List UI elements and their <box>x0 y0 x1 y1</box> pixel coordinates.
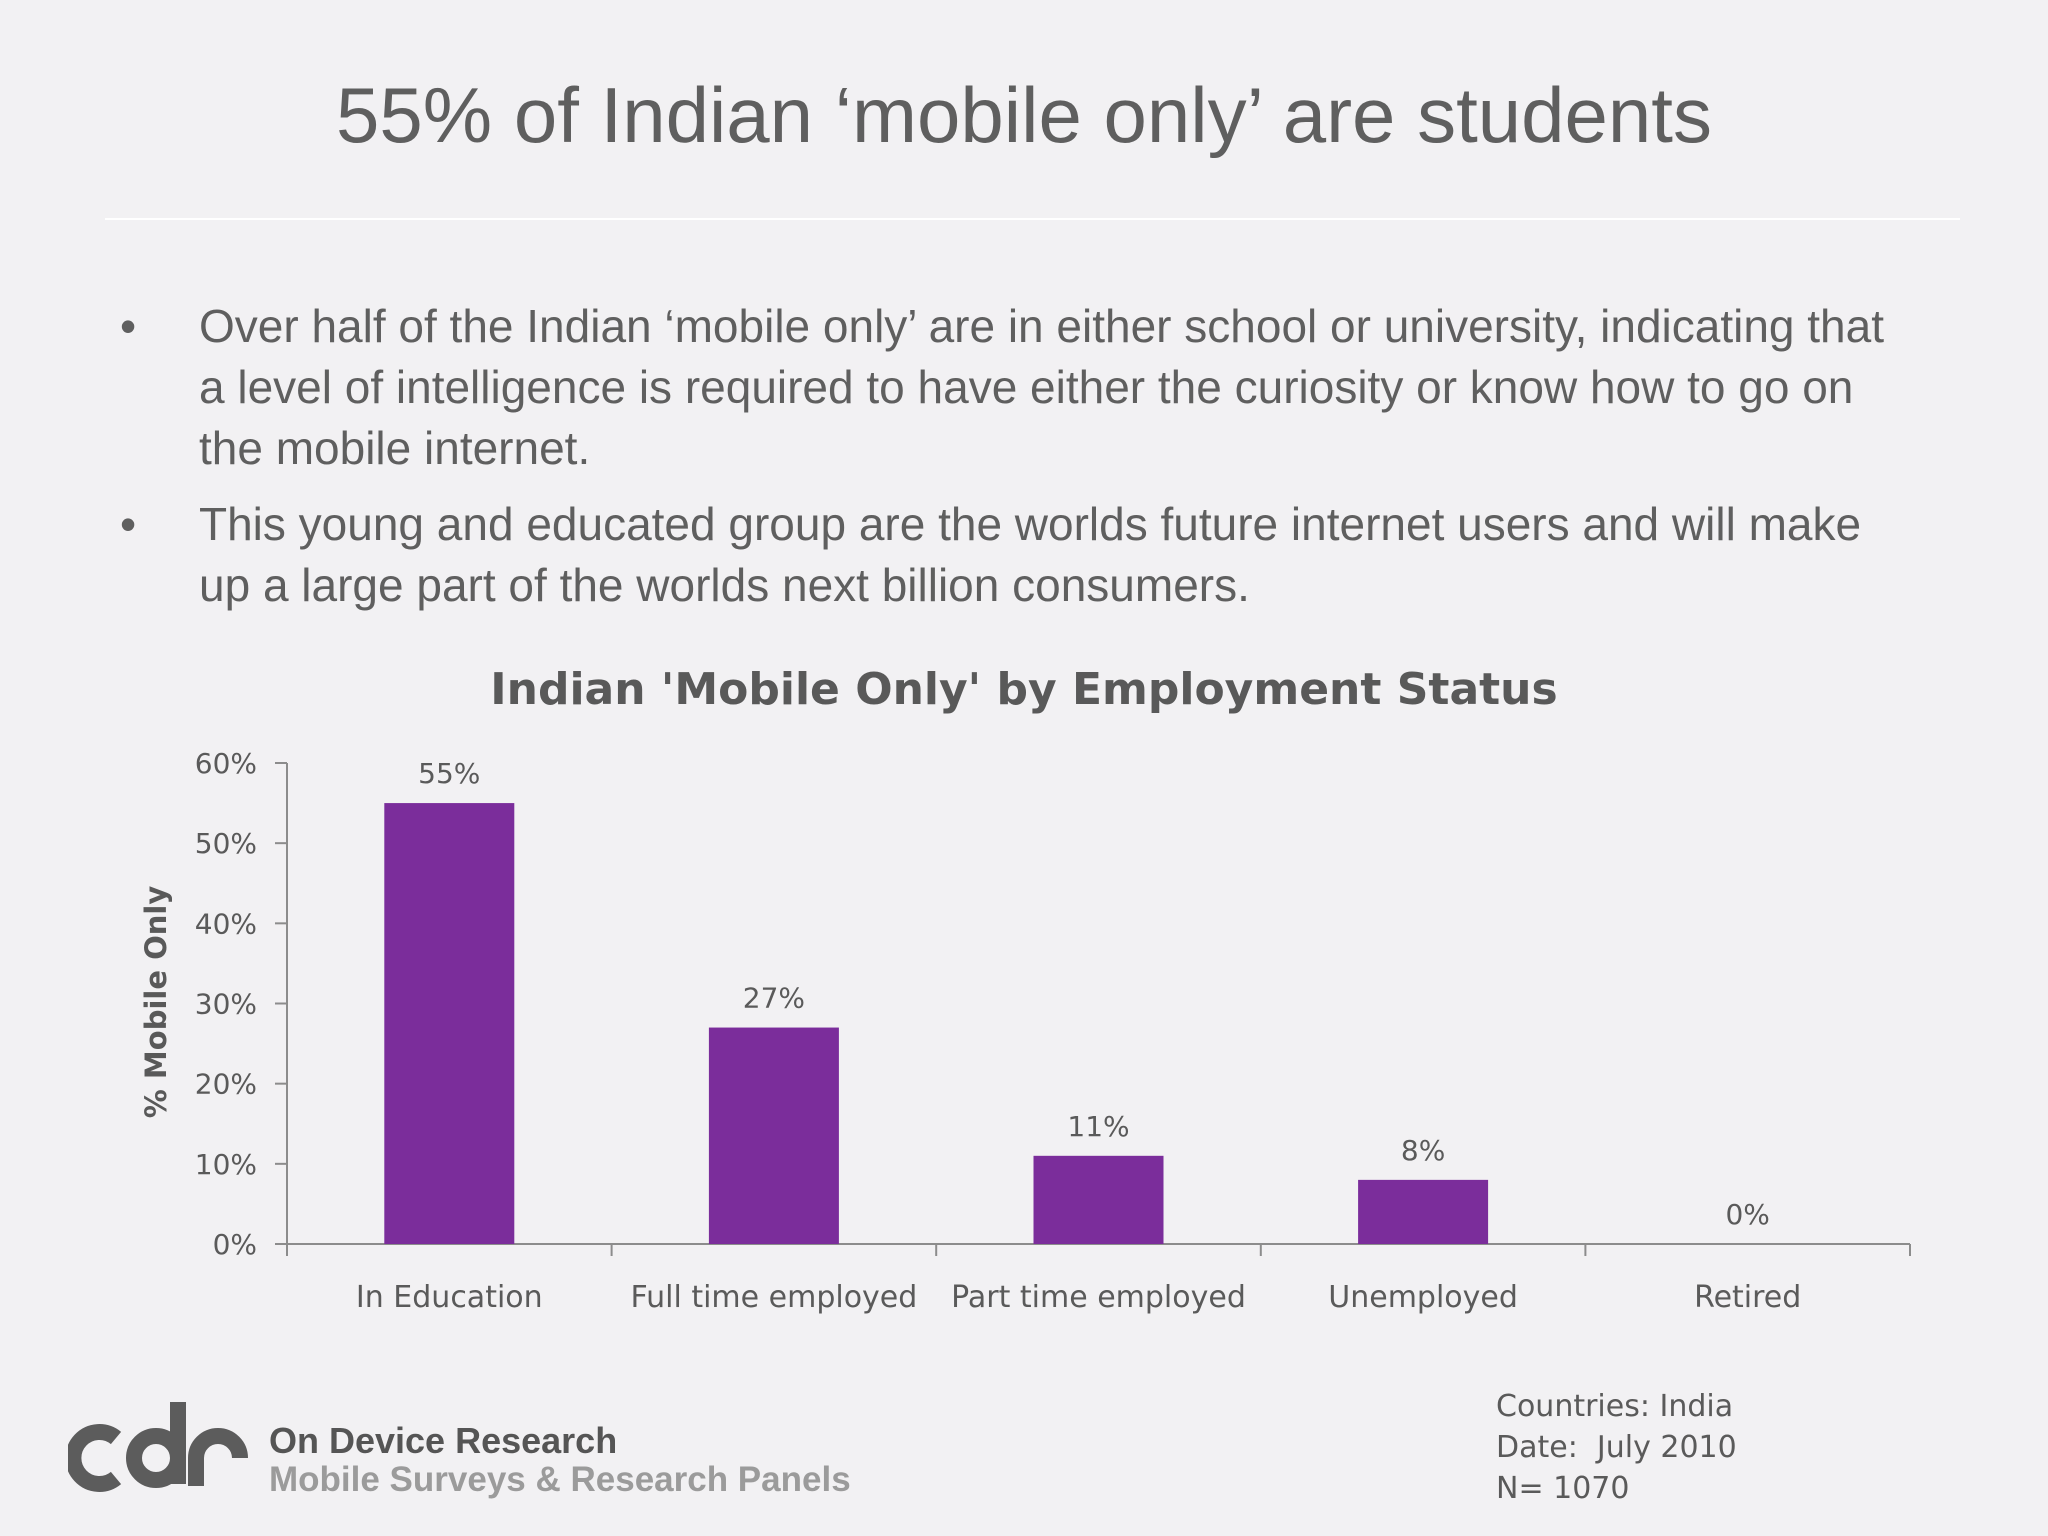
bullet-marker: • <box>120 300 137 352</box>
x-category-label: In Education <box>356 1280 543 1315</box>
company-name: On Device Research <box>269 1420 618 1461</box>
cdr-logo-icon <box>68 1402 248 1492</box>
bar-data-label: 55% <box>418 757 480 790</box>
bar-data-label: 8% <box>1401 1134 1445 1167</box>
y-tick-label: 60% <box>195 747 257 780</box>
y-axis-label: % Mobile Only <box>139 886 173 1119</box>
y-tick-label: 20% <box>195 1068 257 1101</box>
meta-date: Date: July 2010 <box>1496 1430 1737 1465</box>
x-category-label: Part time employed <box>951 1280 1246 1315</box>
survey-meta: Countries: India Date: July 2010 N= 1070 <box>1496 1386 1737 1509</box>
bar <box>708 1027 839 1244</box>
bullet-item: • This young and educated group are the … <box>120 494 1920 616</box>
bullet-text: Over half of the Indian ‘mobile only’ ar… <box>199 300 1884 474</box>
bullet-item: • Over half of the Indian ‘mobile only’ … <box>120 296 1920 479</box>
y-tick-label: 10% <box>195 1148 257 1181</box>
chart-title: Indian 'Mobile Only' by Employment Statu… <box>490 664 1558 715</box>
slide-title: 55% of Indian ‘mobile only’ are students <box>336 71 1712 159</box>
y-tick-label: 30% <box>195 988 257 1021</box>
bullet-text: This young and educated group are the wo… <box>199 498 1862 611</box>
y-tick-label: 0% <box>213 1228 257 1261</box>
bullet-list: • Over half of the Indian ‘mobile only’ … <box>120 296 1920 631</box>
bar <box>384 803 515 1244</box>
bar-data-label: 0% <box>1725 1198 1769 1231</box>
bar <box>1358 1179 1489 1244</box>
bar <box>1033 1155 1164 1244</box>
title-divider <box>105 218 1960 220</box>
x-category-label: Full time employed <box>630 1280 917 1315</box>
meta-sample-size: N= 1070 <box>1496 1471 1630 1506</box>
bullet-marker: • <box>120 498 137 550</box>
bar-chart: 0% 10% 20% 30% 40% 50% 60% 55% In Education 27% Fu… <box>139 747 1911 1315</box>
x-category-label: Retired <box>1694 1280 1801 1315</box>
bar-data-label: 11% <box>1067 1110 1129 1143</box>
meta-countries: Countries: India <box>1496 1389 1734 1424</box>
x-category-label: Unemployed <box>1328 1280 1518 1315</box>
y-tick-label: 50% <box>195 827 257 860</box>
company-tagline: Mobile Surveys & Research Panels <box>269 1460 851 1499</box>
bar-data-label: 27% <box>743 982 805 1015</box>
y-tick-label: 40% <box>195 907 257 940</box>
